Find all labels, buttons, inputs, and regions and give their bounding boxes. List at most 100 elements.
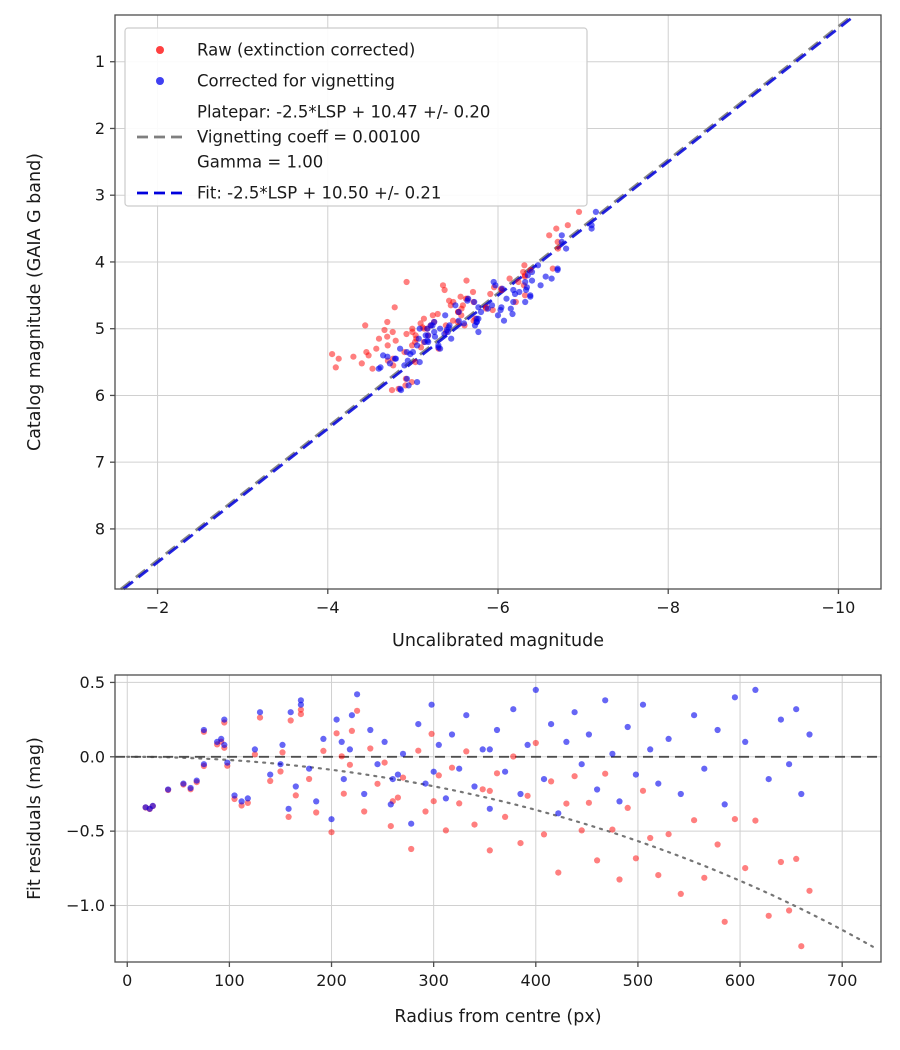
scatter-point — [486, 847, 493, 854]
x-tick-label: 0 — [122, 971, 132, 990]
scatter-point — [665, 735, 672, 742]
y-tick-label: −1.0 — [66, 896, 105, 915]
scatter-point — [424, 325, 431, 332]
scatter-point — [493, 726, 501, 734]
scatter-point — [463, 712, 470, 719]
y-tick-label: 4 — [95, 252, 105, 271]
scatter-point — [338, 738, 345, 745]
scatter-point — [793, 855, 800, 862]
scatter-point — [752, 686, 759, 693]
scatter-point — [279, 749, 286, 756]
scatter-point — [429, 312, 436, 319]
scatter-point — [691, 712, 698, 719]
scatter-point — [463, 748, 470, 755]
scatter-point — [346, 746, 353, 753]
x-tick-label: 500 — [623, 971, 654, 990]
scatter-point — [471, 298, 478, 306]
scatter-point — [354, 691, 361, 698]
scatter-point — [387, 801, 394, 808]
x-tick-label: 100 — [214, 971, 245, 990]
scatter-point — [484, 305, 491, 312]
scatter-point — [516, 288, 523, 296]
scatter-point — [594, 857, 601, 864]
scatter-point — [798, 943, 805, 950]
y-tick-label: −0.5 — [66, 822, 105, 841]
scatter-point — [655, 780, 662, 787]
scatter-point — [777, 716, 785, 723]
scatter-point — [277, 768, 284, 775]
scatter-point — [510, 753, 517, 760]
scatter-point — [460, 320, 468, 327]
scatter-point — [609, 750, 616, 757]
scatter-point — [537, 282, 544, 289]
scatter-point — [528, 277, 536, 284]
scatter-point — [527, 293, 534, 300]
scatter-point — [647, 746, 654, 753]
scatter-point — [187, 784, 194, 792]
scatter-point — [367, 745, 374, 752]
scatter-point — [397, 345, 404, 352]
scatter-point — [403, 375, 410, 382]
scatter-point — [721, 918, 728, 925]
scatter-point — [409, 328, 416, 336]
scatter-point — [399, 774, 407, 781]
scatter-point — [389, 328, 396, 336]
scatter-point — [542, 273, 549, 280]
x-axis-label: Radius from centre (px) — [394, 1007, 601, 1027]
raw-dot-marker — [156, 46, 164, 54]
scatter-point — [464, 297, 471, 304]
scatter-point — [415, 335, 422, 342]
scatter-point — [442, 795, 449, 802]
scatter-point — [384, 342, 391, 349]
scatter-point — [777, 858, 785, 866]
scatter-point — [297, 697, 304, 704]
scatter-point — [218, 735, 225, 742]
scatter-point — [578, 761, 585, 768]
scatter-point — [149, 802, 156, 809]
scatter-point — [386, 360, 393, 367]
scatter-point — [677, 790, 684, 798]
scatter-point — [394, 794, 401, 801]
scatter-point — [786, 761, 793, 768]
scatter-point — [443, 326, 450, 334]
fit-line — [122, 13, 857, 591]
scatter-point — [486, 787, 493, 794]
scatter-point — [510, 298, 517, 306]
scatter-point — [333, 716, 340, 723]
scatter-point — [798, 790, 805, 798]
grid-lines — [115, 675, 881, 962]
legend-label: Vignetting coeff = 0.00100 — [197, 128, 421, 147]
scatter-point — [442, 827, 449, 834]
scatter-point — [297, 706, 304, 713]
scatter-point — [435, 741, 442, 748]
scatter-point — [384, 333, 391, 340]
scatter-point — [502, 813, 509, 820]
scatter-point — [475, 304, 482, 311]
scatter-point — [578, 827, 585, 834]
scatter-point — [313, 798, 320, 805]
scatter-point — [377, 364, 384, 371]
scatter-point — [251, 746, 258, 753]
x-axis-label: Uncalibrated magnitude — [392, 631, 604, 651]
scatter-point — [457, 293, 464, 300]
scatter-point — [328, 829, 335, 836]
scatter-point — [752, 817, 759, 824]
scatter-point — [455, 308, 462, 316]
y-tick-label: 2 — [95, 119, 105, 138]
scatter-point — [534, 262, 542, 269]
scatter-point — [340, 790, 347, 797]
scatter-point — [548, 721, 555, 728]
x-tick-label: −4 — [316, 598, 340, 617]
vignetting-model-curve — [126, 755, 874, 948]
legend-label: Corrected for vignetting — [197, 72, 395, 91]
scatter-point — [416, 359, 423, 366]
y-axis-label: Fit residuals (mag) — [25, 737, 45, 900]
scatter-point — [564, 222, 571, 229]
scatter-point — [471, 783, 478, 790]
scatter-point — [392, 355, 399, 362]
scatter-point — [407, 351, 414, 358]
scatter-point — [193, 777, 200, 784]
raw-residuals-series — [142, 706, 813, 950]
scatter-point — [292, 792, 299, 799]
scatter-point — [387, 823, 394, 830]
